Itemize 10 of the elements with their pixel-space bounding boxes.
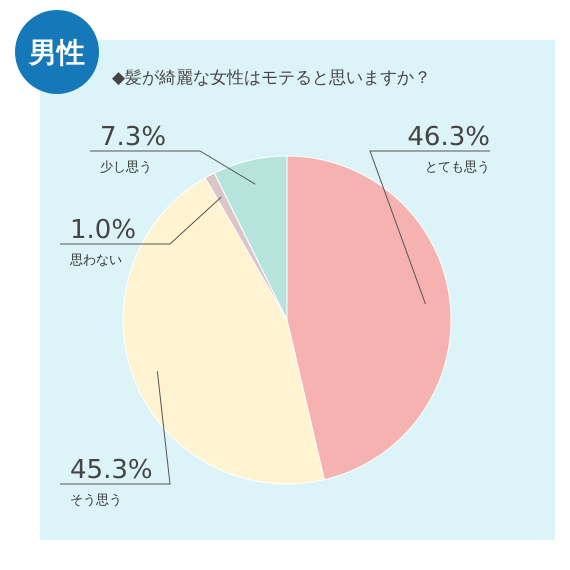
data-label: 7.3% (100, 122, 166, 152)
slice-label: 少し思う (100, 160, 152, 175)
slice-label: そう思う (70, 493, 122, 508)
badge: 男性 (15, 10, 99, 94)
chart-title: ◆髪が綺麗な女性はモテると思いますか？ (112, 68, 432, 88)
slice-label: とても思う (425, 160, 490, 175)
data-label: 46.3% (407, 122, 490, 152)
data-label: 45.3% (70, 455, 153, 485)
slice-label: 思わない (69, 253, 122, 268)
data-label: 1.0% (70, 215, 136, 245)
